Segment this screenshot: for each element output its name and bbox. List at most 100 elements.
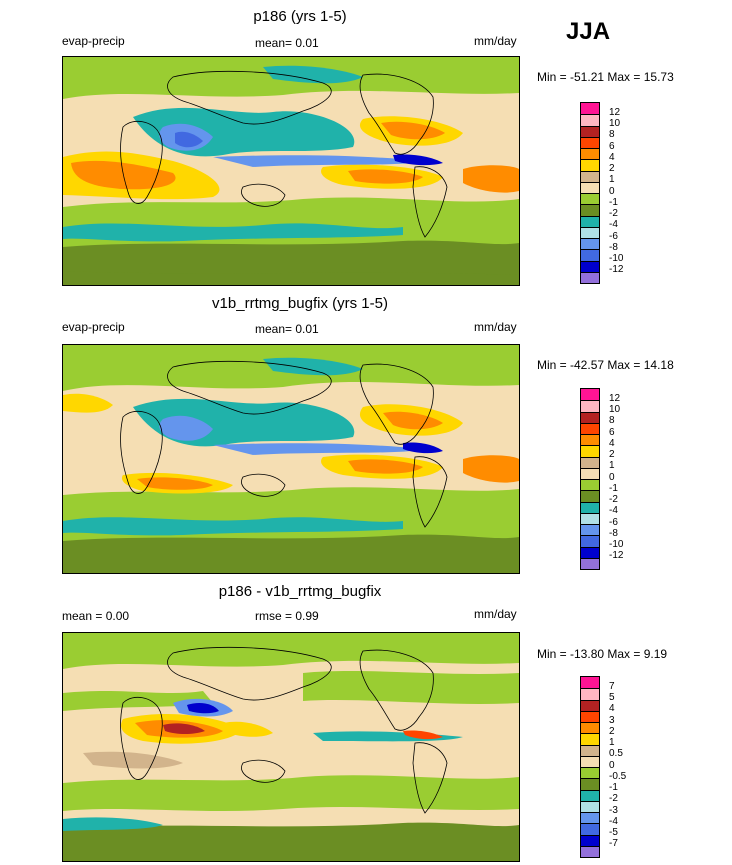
panel2-colorbar-cell: [581, 535, 599, 547]
panel2-level-label: 8: [609, 415, 615, 426]
panel1-level-label: -1: [609, 197, 618, 208]
panel2-level-label: 1: [609, 460, 615, 471]
panel1-level-label: 10: [609, 118, 621, 129]
panel3-colorbar: [580, 676, 600, 858]
panel3-colorbar-cell: [581, 722, 599, 734]
panel3-minmax: Min = -13.80 Max = 9.19: [537, 647, 668, 661]
panel1-colorbar-cell: [581, 170, 599, 182]
panel1-map: [62, 56, 520, 286]
panel1-mean-label: mean= 0.01: [255, 36, 319, 50]
panel1-colorbar-cell: [581, 238, 599, 250]
panel3-colorbar-cell: [581, 710, 599, 722]
panel3-colorbar-cell: [581, 767, 599, 779]
panel2-colorbar-cell: [581, 445, 599, 457]
panel1-level-label: -4: [609, 219, 618, 230]
panel2-level-label: 0: [609, 472, 615, 483]
panel3-level-label: 0: [609, 760, 615, 771]
panel3-colorbar-cell: [581, 800, 599, 812]
panel2-colorbar-cell: [581, 546, 599, 558]
panel2-colorbar-cell: [581, 434, 599, 446]
panel1-level-label: 0: [609, 186, 615, 197]
panel1-minmax: Min = -51.21 Max = 15.73: [537, 70, 674, 84]
panel1-title: p186 (yrs 1-5): [253, 8, 347, 25]
panel2-colorbar-cell: [581, 456, 599, 468]
panel3-level-label: -1: [609, 782, 618, 793]
panel3-colorbar-cell: [581, 677, 599, 689]
panel1-colorbar-cell: [581, 260, 599, 272]
panel1-level-label: -8: [609, 242, 618, 253]
panel2-level-label: 2: [609, 449, 615, 460]
panel3-colorbar-cell: [581, 688, 599, 700]
panel2-level-label: -1: [609, 483, 618, 494]
panel1-colorbar-cell: [581, 193, 599, 205]
panel3-level-label: 1: [609, 737, 615, 748]
panel1-colorbar-cell: [581, 215, 599, 227]
panel1-colorbar: [580, 102, 600, 284]
panel1-colorbar-cell: [581, 181, 599, 193]
panel3-colorbar-cell: [581, 789, 599, 801]
panel1-colorbar-cell: [581, 136, 599, 148]
panel1-field-label: evap-precip: [62, 34, 125, 48]
panel1-level-label: -2: [609, 208, 618, 219]
panel1-level-label: -10: [609, 253, 624, 264]
panel3-mean-label: mean = 0.00: [62, 609, 130, 623]
panel2-units: mm/day: [474, 320, 517, 334]
panel3-level-label: 0.5: [609, 748, 623, 759]
panel1-level-label: 8: [609, 129, 615, 140]
panel1-colorbar-cell: [581, 271, 599, 283]
panel2-level-label: -2: [609, 494, 618, 505]
panel3-colorbar-cell: [581, 778, 599, 790]
panel2-level-label: -10: [609, 539, 624, 550]
panel1-level-label: 4: [609, 152, 615, 163]
panel3-level-label: -3: [609, 805, 618, 816]
panel3-colorbar-cell: [581, 823, 599, 835]
panel1-level-label: 2: [609, 163, 615, 174]
panel2-colorbar-cell: [581, 524, 599, 536]
panel1-level-label: 12: [609, 107, 621, 118]
panel2-level-label: -8: [609, 528, 618, 539]
panel2-colorbar-cell: [581, 512, 599, 524]
season-label: JJA: [566, 18, 611, 45]
panel1-colorbar-cell: [581, 114, 599, 126]
panel3-level-label: 4: [609, 703, 615, 714]
panel3-level-label: -5: [609, 827, 618, 838]
panel3-level-label: -0.5: [609, 771, 627, 782]
panel3-units: mm/day: [474, 607, 517, 621]
panel1-units: mm/day: [474, 34, 517, 48]
panel2-colorbar-cell: [581, 479, 599, 491]
panel3-colorbar-cell: [581, 744, 599, 756]
panel3-colorbar-cell: [581, 812, 599, 824]
panel2-map: [62, 344, 520, 574]
panel2-colorbar-cell: [581, 422, 599, 434]
panel2-colorbar-cell: [581, 389, 599, 401]
panel2-level-label: 10: [609, 404, 621, 415]
panel2-level-label: -12: [609, 550, 624, 561]
panel3-colorbar-cell: [581, 834, 599, 846]
panel2-level-label: 6: [609, 427, 615, 438]
panel3-title: p186 - v1b_rrtmg_bugfix: [218, 583, 382, 600]
panel3-level-label: 2: [609, 726, 615, 737]
panel1-colorbar-cell: [581, 148, 599, 160]
panel1-level-label: -6: [609, 231, 618, 242]
panel2-colorbar-cell: [581, 467, 599, 479]
panel1-colorbar-cell: [581, 249, 599, 261]
panel3-colorbar-cell: [581, 733, 599, 745]
panel3-level-label: 7: [609, 681, 615, 692]
panel1-colorbar-cell: [581, 103, 599, 115]
panel1-colorbar-cell: [581, 159, 599, 171]
panel1-level-label: 6: [609, 141, 615, 152]
panel2-mean-label: mean= 0.01: [255, 322, 319, 336]
panel2-level-label: 12: [609, 393, 621, 404]
panel2-colorbar: [580, 388, 600, 570]
panel2-level-label: -4: [609, 505, 618, 516]
panel2-title: v1b_rrtmg_bugfix (yrs 1-5): [212, 295, 388, 312]
panel1-colorbar-cell: [581, 204, 599, 216]
panel3-rmse-label: rmse = 0.99: [255, 609, 319, 623]
panel2-colorbar-cell: [581, 400, 599, 412]
panel1-level-label: -12: [609, 264, 624, 275]
panel2-field-label: evap-precip: [62, 320, 125, 334]
panel1-level-label: 1: [609, 174, 615, 185]
panel2-level-label: 4: [609, 438, 615, 449]
panel3-colorbar-cell: [581, 845, 599, 857]
panel2-colorbar-cell: [581, 557, 599, 569]
